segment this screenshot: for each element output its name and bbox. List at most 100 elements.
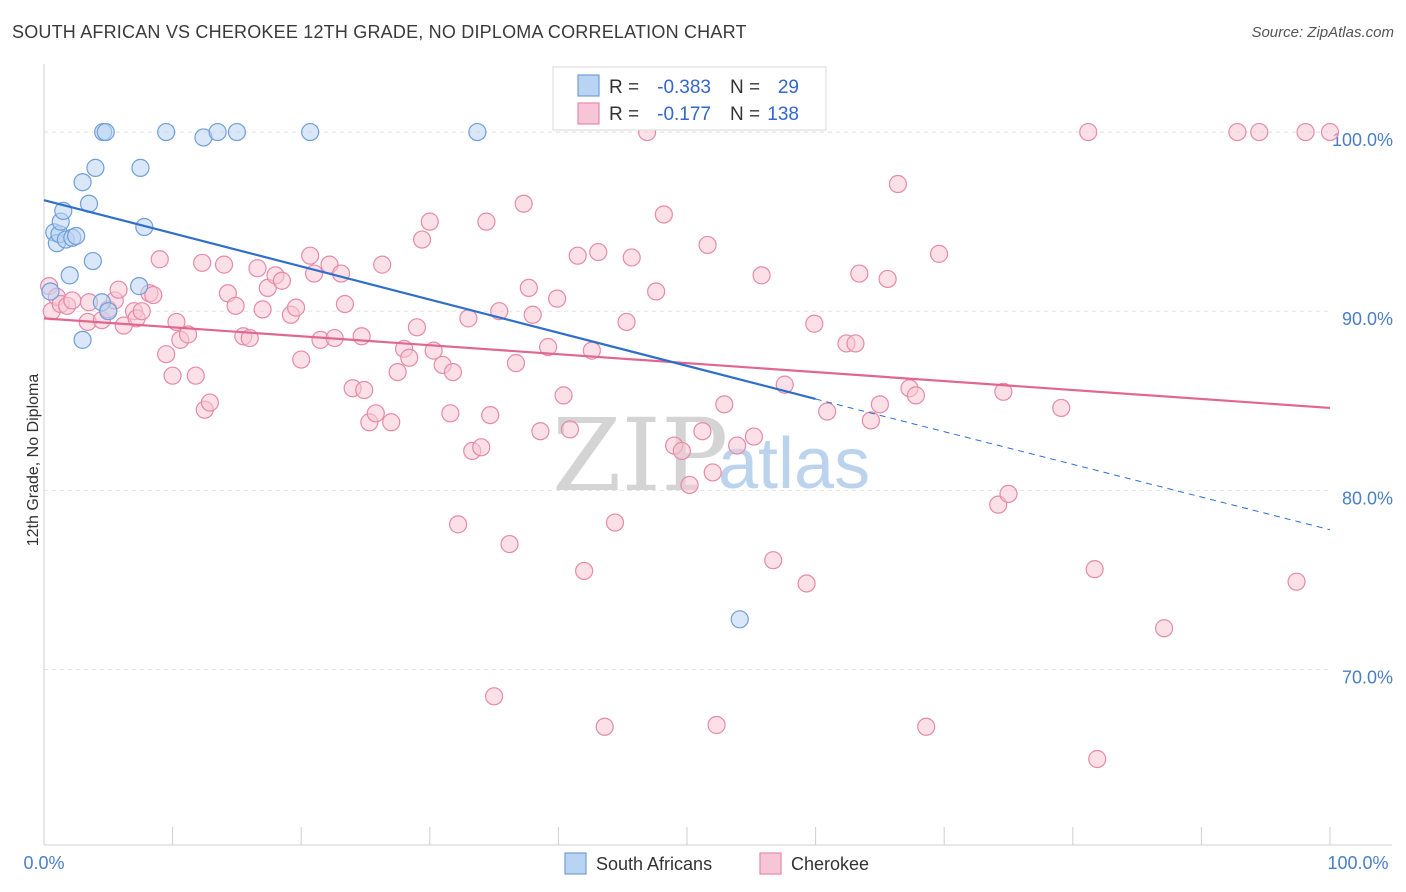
south-african-point bbox=[60, 266, 79, 285]
cherokee-point bbox=[994, 382, 1013, 401]
cherokee-point bbox=[500, 534, 519, 554]
cherokee-point bbox=[1088, 749, 1107, 769]
cherokee-point bbox=[301, 246, 320, 265]
cherokee-point bbox=[355, 380, 374, 400]
cherokee-point bbox=[412, 230, 432, 249]
cherokee-point bbox=[622, 248, 641, 267]
cherokee-point bbox=[448, 515, 468, 534]
watermark-zip: ZIP bbox=[552, 397, 728, 514]
cherokee-point bbox=[157, 345, 176, 364]
cherokee-point bbox=[150, 250, 169, 269]
south-african-point bbox=[99, 302, 118, 321]
cherokee-point bbox=[647, 282, 666, 301]
south-african-point bbox=[41, 282, 60, 301]
cherokee-point bbox=[109, 280, 128, 299]
cherokee-point bbox=[63, 291, 82, 310]
axes bbox=[43, 64, 1392, 846]
legend-swatch-south-africans bbox=[564, 852, 587, 875]
y-tick-label: 100.0% bbox=[1332, 130, 1393, 150]
watermark-atlas: atlas bbox=[718, 424, 870, 504]
cherokee-point bbox=[1296, 122, 1315, 142]
cherokee-point bbox=[352, 327, 371, 346]
cherokee-point bbox=[693, 422, 712, 441]
cherokee-point bbox=[617, 312, 636, 332]
cherokee-point bbox=[1085, 560, 1104, 579]
cherokee-point bbox=[144, 285, 163, 305]
south-african-point bbox=[130, 277, 149, 296]
legend-swatch-cherokee bbox=[759, 852, 782, 875]
cherokee-point bbox=[1155, 619, 1174, 638]
legend-swatch-south-africans bbox=[577, 74, 600, 97]
cherokee-point bbox=[554, 386, 573, 405]
cherokee-point bbox=[1228, 122, 1247, 142]
cherokee-point bbox=[459, 309, 478, 328]
cherokee-point bbox=[178, 325, 198, 344]
legend-r-value-cherokee: -0.177 bbox=[657, 104, 711, 125]
cherokee-point bbox=[906, 386, 926, 405]
cherokee-point bbox=[366, 404, 385, 423]
cherokee-point bbox=[715, 395, 734, 414]
south-african-point bbox=[83, 251, 102, 271]
cherokee-point bbox=[382, 413, 401, 432]
cherokee-point bbox=[850, 264, 869, 283]
cherokee-point bbox=[846, 334, 865, 353]
cherokee-point bbox=[654, 205, 673, 224]
cherokee-point bbox=[548, 289, 567, 308]
cherokee-point bbox=[1079, 122, 1098, 142]
cherokee-point bbox=[1320, 122, 1340, 142]
cherokee-point bbox=[286, 298, 306, 317]
cherokee-point bbox=[200, 393, 219, 412]
south-african-point bbox=[208, 122, 227, 142]
legend-r-label: R = bbox=[609, 104, 639, 125]
cherokee-point bbox=[481, 405, 500, 425]
south-african-point bbox=[86, 158, 105, 177]
x-tick-label-max: 100.0% bbox=[1327, 853, 1388, 873]
south-africans-trend-line bbox=[43, 199, 816, 401]
south-african-point bbox=[73, 173, 92, 192]
cherokee-point bbox=[477, 212, 496, 231]
tick-labels: 70.0% 80.0% 90.0% 100.0% 0.0% 100.0% bbox=[23, 130, 1393, 873]
cherokee-point bbox=[514, 194, 533, 213]
cherokee-point bbox=[744, 427, 763, 446]
cherokee-point bbox=[764, 551, 783, 570]
cherokee-point bbox=[1287, 572, 1306, 591]
cherokee-point bbox=[870, 395, 890, 414]
cherokee-point bbox=[575, 561, 594, 581]
legend-n-label: N = bbox=[730, 77, 760, 98]
cherokee-point bbox=[272, 271, 292, 290]
cherokee-point bbox=[797, 574, 816, 593]
cherokee-point bbox=[1052, 398, 1071, 418]
cherokee-point bbox=[214, 255, 234, 274]
cherokee-point bbox=[589, 242, 608, 262]
cherokee-point bbox=[400, 348, 419, 367]
cherokee-point bbox=[698, 235, 717, 255]
cherokee-point bbox=[253, 300, 272, 319]
cherokee-point bbox=[407, 318, 427, 337]
cherokee-point bbox=[523, 305, 542, 324]
cherokee-points bbox=[40, 122, 1340, 769]
legend-n-value-south-africans: 29 bbox=[778, 77, 799, 98]
south-african-point bbox=[67, 226, 86, 246]
south-african-point bbox=[227, 122, 246, 142]
x-tick-label-min: 0.0% bbox=[23, 853, 64, 873]
legend-n-label: N = bbox=[730, 104, 760, 125]
source-credit: Source: ZipAtlas.com bbox=[1251, 24, 1394, 41]
cherokee-point bbox=[373, 255, 392, 274]
cherokee-point bbox=[680, 475, 699, 495]
cherokee-point bbox=[703, 463, 722, 482]
cherokee-point bbox=[672, 441, 691, 461]
cherokee-point bbox=[441, 404, 460, 423]
cherokee-point bbox=[226, 296, 245, 315]
south-african-point bbox=[468, 122, 487, 142]
cherokee-point bbox=[560, 420, 580, 439]
south-african-point bbox=[131, 158, 150, 177]
cherokee-point bbox=[595, 717, 614, 736]
chart-title: SOUTH AFRICAN VS CHEROKEE 12TH GRADE, NO… bbox=[12, 22, 747, 42]
cherokee-point bbox=[929, 244, 949, 263]
series-legend: South Africans Cherokee bbox=[564, 852, 869, 875]
south-african-point bbox=[96, 122, 115, 142]
cherokee-point bbox=[805, 314, 824, 333]
cherokee-point bbox=[605, 513, 625, 532]
cherokee-point bbox=[917, 717, 936, 736]
